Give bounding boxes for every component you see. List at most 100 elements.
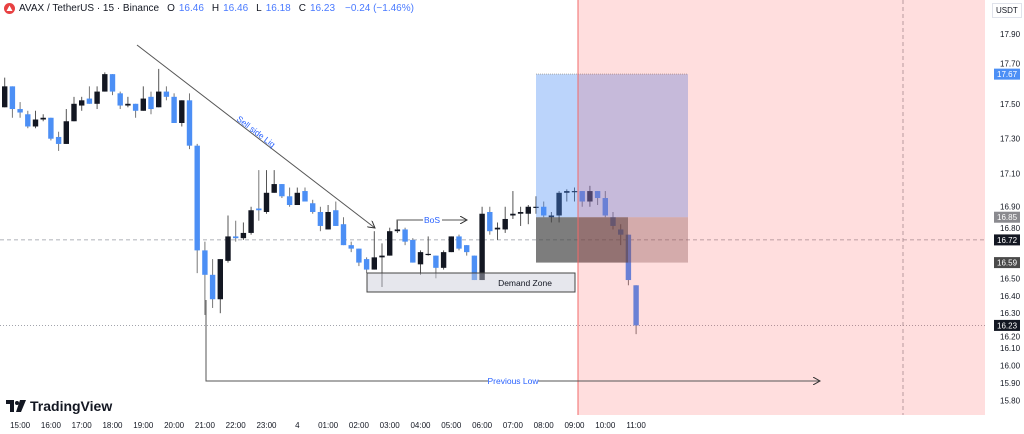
candle [163, 86, 170, 101]
candle-body [325, 211, 331, 230]
time-tick: 09:00 [564, 421, 585, 430]
symbol-title[interactable]: AVAX / TetherUS · 15 · Binance [19, 3, 160, 14]
stop-zone[interactable] [628, 217, 688, 263]
price-badge [994, 234, 1020, 246]
candle-body [356, 248, 362, 263]
candle-body [402, 229, 408, 242]
tradingview-logo-icon [6, 400, 26, 412]
candle-body [163, 91, 170, 97]
sell-side-trendline[interactable] [136, 44, 375, 228]
candle-body [140, 98, 146, 111]
candle [294, 187, 300, 206]
candle [440, 250, 447, 270]
candle-body [240, 232, 247, 239]
candle [356, 248, 362, 267]
price-badge-label: 16.59 [997, 259, 1018, 268]
candle [448, 236, 454, 253]
time-tick: 07:00 [503, 421, 524, 430]
candle [25, 110, 31, 129]
candle-body [117, 93, 123, 106]
time-tick: 21:00 [195, 421, 216, 430]
candle [225, 215, 231, 263]
target-zone[interactable] [536, 74, 688, 218]
candle-body [194, 145, 200, 251]
candle [17, 102, 23, 118]
candle-body [71, 103, 77, 122]
candle-body [487, 211, 493, 232]
candle-body [564, 191, 570, 193]
candle [217, 259, 223, 314]
candle-body [448, 236, 454, 253]
time-tick: 01:00 [318, 421, 339, 430]
candle [148, 91, 154, 115]
candle [271, 170, 277, 193]
price-tick: 15.80 [1000, 396, 1021, 405]
candle-body [271, 184, 277, 193]
stop-zone-filled[interactable] [536, 217, 628, 263]
time-tick: 02:00 [349, 421, 370, 430]
candle-body [417, 252, 424, 265]
price-tick: 16.20 [1000, 332, 1021, 341]
candle [602, 191, 608, 218]
candle-body [132, 103, 139, 111]
candle [541, 201, 547, 218]
candle [525, 205, 531, 225]
candle-body [533, 206, 539, 208]
time-axis [0, 415, 985, 434]
candle-body [263, 192, 270, 212]
candle-body [86, 98, 93, 104]
candle [494, 222, 501, 240]
candle-body [433, 255, 439, 268]
candle-body [525, 206, 531, 214]
time-tick: 22:00 [226, 421, 247, 430]
price-tick: 16.10 [1000, 344, 1021, 353]
candle [579, 191, 585, 207]
candles [2, 68, 639, 335]
candle [256, 170, 262, 221]
avax-logo-icon [4, 3, 15, 14]
candle-body [171, 96, 177, 123]
bos-label: BoS [424, 215, 440, 225]
candle [9, 86, 16, 118]
candle-body [63, 121, 69, 144]
candle-body [456, 236, 462, 249]
candle [533, 196, 539, 214]
candle [286, 187, 293, 207]
candle [94, 86, 100, 110]
candle-body [494, 227, 501, 230]
time-tick: 05:00 [441, 421, 462, 430]
candle-body [225, 236, 231, 261]
candle [186, 93, 193, 150]
candle [156, 68, 162, 108]
low-value: 16.18 [265, 3, 291, 14]
candle-body [502, 218, 508, 230]
candle-body [371, 257, 377, 270]
time-tick: 16:00 [41, 421, 62, 430]
candle [379, 243, 385, 288]
candle [363, 257, 370, 274]
price-tick: 17.30 [1000, 135, 1021, 144]
price-badge-label: 17.67 [997, 70, 1018, 79]
tradingview-logo[interactable]: TradingView [6, 398, 112, 414]
open-value: 16.46 [178, 3, 204, 14]
time-tick: 08:00 [534, 421, 555, 430]
candle-body [464, 245, 470, 253]
demand-zone-box[interactable] [366, 272, 576, 293]
candle-body [125, 103, 131, 106]
candle-body [479, 213, 485, 281]
sell-side-label: Sell side Liq [235, 114, 278, 150]
candle [179, 100, 185, 127]
candle-body [594, 191, 601, 199]
candle [587, 185, 593, 207]
candle [233, 220, 239, 242]
candle-body [571, 191, 578, 193]
price-badge [994, 257, 1020, 269]
candle-body [510, 213, 516, 216]
candle [79, 96, 85, 111]
candle-body [633, 285, 639, 326]
candle-body [541, 206, 547, 216]
candle [387, 227, 393, 256]
currency-label[interactable]: USDT [992, 3, 1022, 18]
